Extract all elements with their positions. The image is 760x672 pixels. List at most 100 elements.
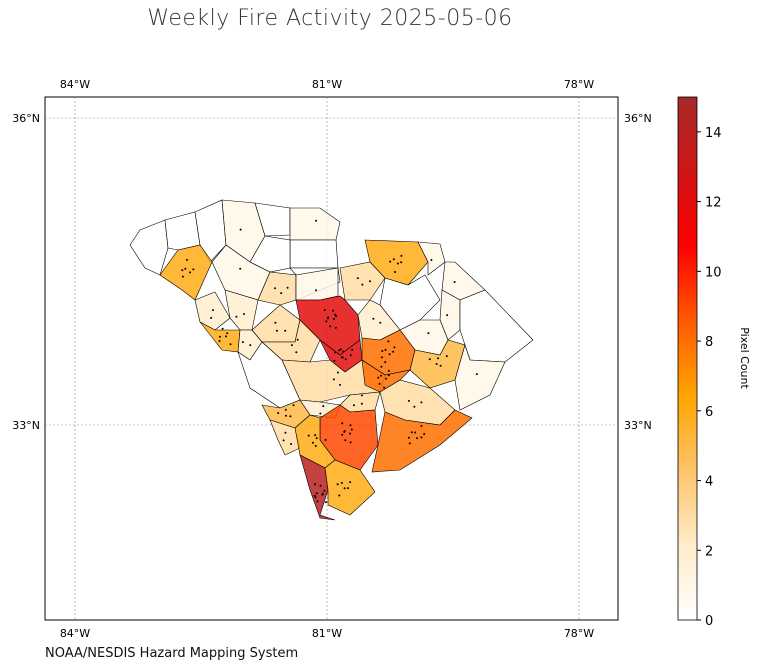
fire-point [340, 356, 343, 359]
fire-point [332, 309, 335, 312]
colorbar-tick-label: 4 [705, 475, 713, 490]
fire-point [323, 489, 326, 492]
fire-point [385, 377, 388, 380]
lat-tick-right: 33°N [624, 419, 652, 432]
lon-tick-top: 84°W [60, 78, 90, 91]
fire-point [342, 350, 345, 353]
fire-point [315, 437, 318, 440]
fire-point [212, 309, 214, 312]
fire-point [296, 338, 299, 341]
fire-point [387, 369, 390, 372]
fire-point [319, 412, 322, 415]
fire-point [383, 386, 386, 389]
fire-point [289, 415, 292, 418]
lat-tick-left: 36°N [12, 112, 40, 125]
fire-point [392, 350, 395, 353]
fire-point [393, 346, 396, 349]
fire-point [420, 436, 423, 439]
fire-point [361, 394, 363, 397]
county-greenville [194, 199, 227, 263]
fire-point [286, 286, 289, 289]
fire-point [321, 493, 324, 496]
fire-point [322, 405, 325, 408]
county-polygons [129, 199, 534, 521]
county-union [249, 235, 291, 273]
fire-point [347, 487, 349, 490]
fire-point [437, 357, 439, 360]
county-marlboro [417, 241, 446, 276]
fire-point [420, 401, 423, 404]
fire-point [333, 359, 336, 362]
fire-point [335, 315, 338, 318]
fire-point [295, 351, 298, 354]
colorbar-tick-label: 8 [705, 335, 713, 350]
lat-tick-right: 36°N [624, 112, 652, 125]
fire-point [380, 374, 382, 377]
lon-tick-top: 78°W [564, 78, 594, 91]
fire-point [332, 378, 335, 381]
fire-point [446, 314, 449, 317]
fire-point [389, 260, 392, 263]
county-marion [439, 289, 461, 341]
fire-point [327, 316, 330, 319]
fire-point [314, 434, 317, 437]
county-lancaster [289, 239, 339, 269]
fire-point [394, 271, 396, 273]
fire-point [314, 483, 316, 486]
county-charleston [371, 409, 473, 473]
fire-point [377, 376, 380, 379]
fire-point [239, 267, 242, 270]
fire-point [284, 329, 287, 332]
fire-point [241, 341, 244, 344]
fire-point [334, 326, 337, 329]
fire-point [344, 358, 347, 361]
fire-point [387, 340, 390, 343]
colorbar [677, 96, 698, 621]
fire-point [400, 261, 403, 264]
fire-point [325, 501, 327, 504]
fire-point [343, 430, 346, 433]
fire-point [184, 267, 187, 270]
fire-point [334, 313, 337, 316]
fire-point [349, 481, 352, 484]
fire-point [192, 268, 195, 271]
fire-point [311, 441, 314, 444]
fire-point [226, 332, 229, 335]
fire-point [314, 445, 317, 447]
fire-point [243, 313, 245, 315]
fire-point [323, 309, 326, 312]
fire-point [435, 363, 438, 365]
fire-point [351, 348, 354, 351]
fire-point [384, 348, 387, 351]
fire-detection-points [181, 219, 478, 504]
fire-point [407, 399, 410, 402]
fire-point [274, 321, 277, 324]
fire-point [274, 287, 276, 290]
fire-point [361, 283, 364, 286]
fire-point [339, 383, 341, 386]
fire-point [218, 340, 221, 342]
fire-point [475, 373, 478, 376]
fire-point [219, 335, 221, 338]
fire-point [339, 348, 342, 351]
fire-point [285, 414, 287, 417]
fire-point [341, 433, 344, 436]
fire-point [360, 402, 363, 405]
fire-point [284, 408, 287, 411]
fire-point [225, 335, 227, 338]
fire-point [420, 425, 423, 427]
fire-point [413, 405, 416, 408]
fire-point [408, 442, 411, 445]
fire-point [445, 355, 448, 358]
fire-point [235, 315, 238, 318]
colorbar-ticks: 0 2 4 6 8 10 12 14 [697, 126, 722, 629]
fire-point [372, 317, 375, 320]
fire-point [428, 358, 431, 361]
fire-point [369, 280, 371, 283]
fire-point [423, 433, 426, 435]
fire-point [378, 382, 381, 385]
lon-tick-top: 81°W [312, 78, 342, 91]
fire-point [313, 494, 316, 497]
fire-point [210, 316, 213, 319]
fire-point [380, 365, 383, 368]
